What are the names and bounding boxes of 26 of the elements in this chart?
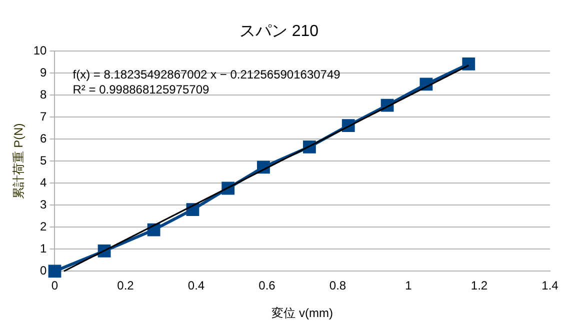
x-tick-label: 0 — [51, 278, 58, 293]
y-tick-label: 5 — [40, 154, 48, 168]
point — [462, 58, 476, 70]
point — [48, 264, 62, 278]
y-tick-label: 4 — [40, 176, 48, 190]
y-tick-label: 7 — [40, 110, 48, 124]
x-tick-label: 0.6 — [258, 278, 276, 293]
chart-title: スパン 210 — [239, 23, 319, 40]
x-tick-label: 0.8 — [329, 278, 346, 293]
y-tick-label: 3 — [40, 198, 48, 212]
y-tick-label: 9 — [40, 66, 48, 80]
annotation: f(x) = 8.18235492867002 x − 0.212565901630749 — [72, 68, 341, 82]
x-tick-label: 0.4 — [188, 278, 205, 293]
y-tick-label: 2 — [40, 220, 48, 234]
y-tick-label: 10 — [33, 44, 48, 58]
x-tick-label: 1 — [405, 278, 412, 293]
y-tick-label: 1 — [40, 242, 48, 256]
y-tick-label: 0 — [40, 264, 48, 278]
y-tick-label: 8 — [40, 88, 48, 102]
y-axis-title: 累計荷重 P(N) — [12, 123, 26, 200]
y-tick-label: 6 — [40, 132, 48, 146]
x-tick-label: 1.4 — [542, 278, 559, 293]
x-tick-label: 0.2 — [117, 278, 134, 293]
x-tick-label: 1.2 — [470, 278, 488, 293]
x-axis-title: 変位 v(mm) — [272, 306, 334, 320]
annotation: R² = 0.998868125975709 — [72, 82, 210, 97]
